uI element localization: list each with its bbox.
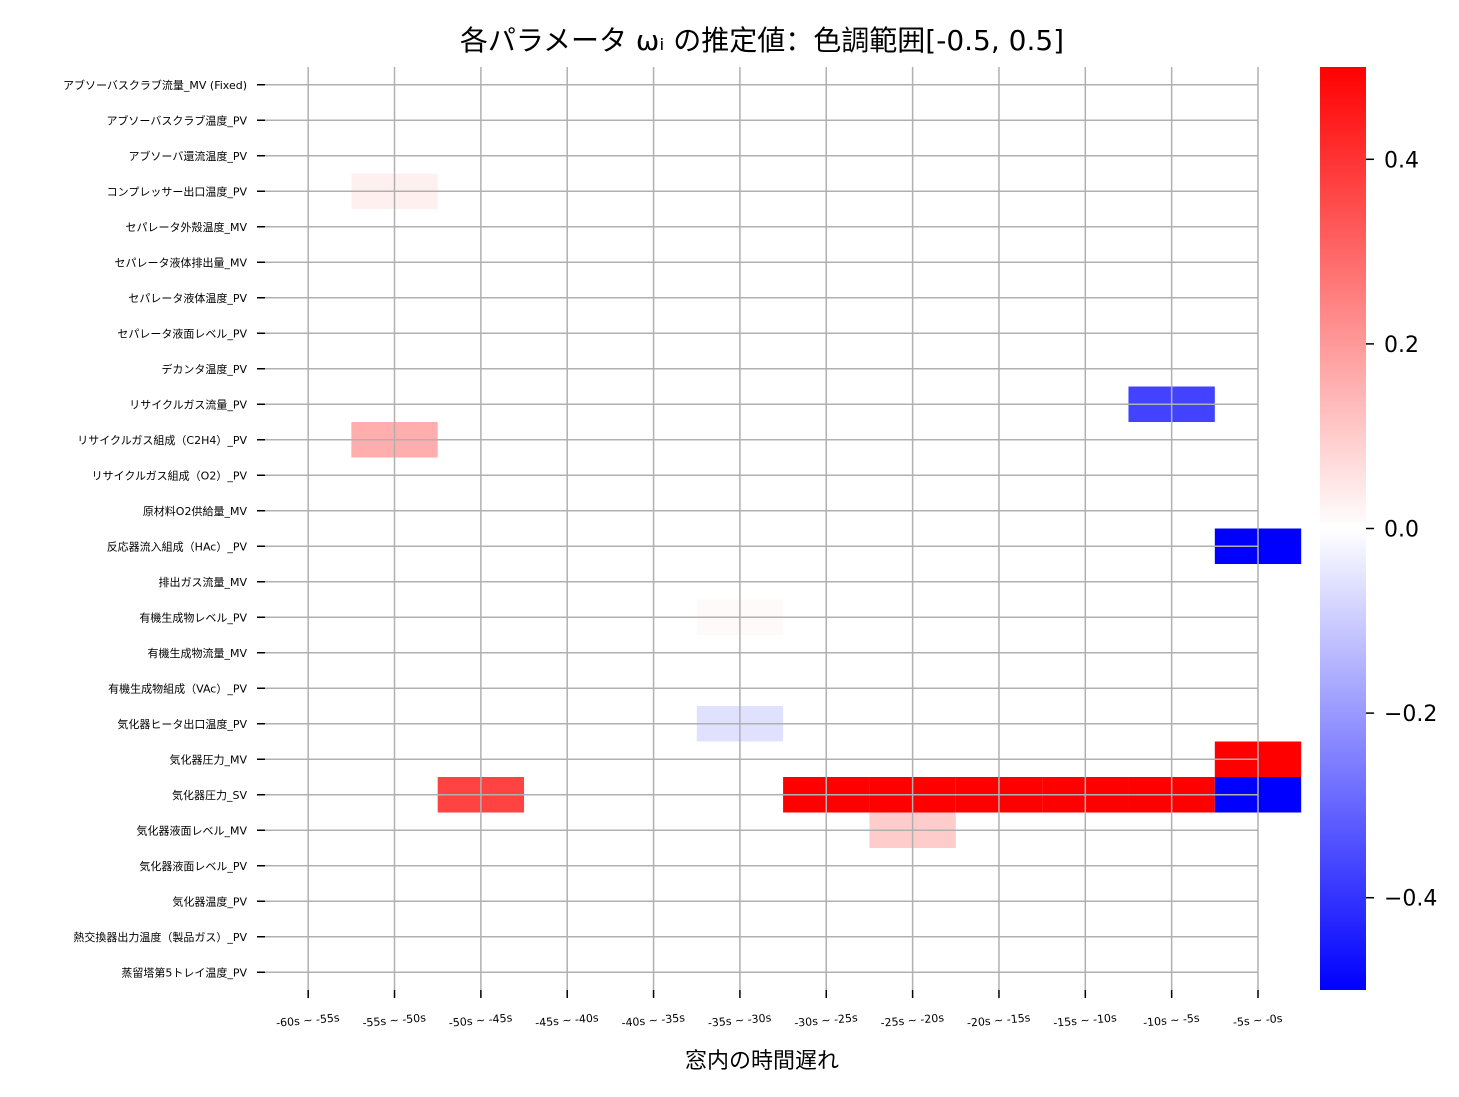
colorbar-tick-label: −0.4 bbox=[1384, 887, 1437, 912]
colorbar-tick-label: 0.4 bbox=[1384, 148, 1419, 173]
y-tick-label: 反応器流入組成（HAc）_PV bbox=[107, 539, 248, 553]
x-tick-label: -15s ~ -10s bbox=[1053, 1011, 1118, 1030]
x-tick-label: -30s ~ -25s bbox=[794, 1011, 859, 1030]
x-tick-label: -45s ~ -40s bbox=[535, 1011, 600, 1030]
x-axis-label: 窓内の時間遅れ bbox=[685, 1049, 839, 1074]
y-tick-label: 熱交換器出力温度（製品ガス）_PV bbox=[73, 930, 247, 944]
x-tick-label: -5s ~ -0s bbox=[1232, 1012, 1283, 1029]
y-tick-label: リサイクルガス組成（C2H4）_PV bbox=[77, 434, 247, 447]
y-axis: アブソーバスクラブ流量_MV (Fixed) アブソーバスクラブ温度_PV アブソー… bbox=[63, 78, 265, 979]
x-tick-label: -35s ~ -30s bbox=[707, 1011, 772, 1030]
colorbar: −0.4 −0.2 0.0 0.2 0.4 bbox=[1320, 67, 1437, 990]
y-tick-label: セパレータ液体排出量_MV bbox=[114, 255, 247, 269]
y-tick-label: 気化器温度_PV bbox=[172, 894, 247, 908]
y-tick-label: 有機生成物流量_MV bbox=[147, 646, 247, 660]
chart-title: 各パラメータ ωᵢ の推定値：色調範囲[-0.5, 0.5] bbox=[460, 24, 1064, 57]
y-tick-label: 蒸留塔第5トレイ温度_PV bbox=[121, 965, 247, 979]
y-tick-label: セパレータ液体温度_PV bbox=[128, 291, 247, 305]
y-tick-label: セパレータ外殻温度_MV bbox=[125, 220, 247, 234]
x-axis: -60s ~ -55s -55s ~ -50s -50s ~ -45s -45s ~ … bbox=[276, 990, 1283, 1030]
y-tick-label: デカンタ温度_PV bbox=[161, 362, 247, 376]
y-tick-label: リサイクルガス流量_PV bbox=[129, 397, 247, 411]
x-tick-label: -40s ~ -35s bbox=[621, 1011, 686, 1030]
y-tick-label: 気化器圧力_MV bbox=[169, 752, 247, 766]
colorbar-gradient bbox=[1320, 67, 1366, 990]
y-tick-label: 排出ガス流量_MV bbox=[158, 575, 247, 589]
colorbar-tick-label: 0.2 bbox=[1384, 333, 1419, 358]
x-tick-label: -60s ~ -55s bbox=[276, 1011, 341, 1030]
grid-lines bbox=[265, 67, 1259, 990]
colorbar-tick-label: −0.2 bbox=[1384, 702, 1437, 727]
y-tick-label: コンプレッサー出口温度_PV bbox=[107, 184, 248, 198]
x-tick-label: -25s ~ -20s bbox=[880, 1011, 945, 1030]
y-tick-label: セパレータ液面レベル_PV bbox=[117, 326, 247, 340]
x-tick-label: -50s ~ -45s bbox=[448, 1011, 513, 1030]
y-tick-label: 有機生成物レベル_PV bbox=[139, 610, 247, 624]
colorbar-tick-label: 0.0 bbox=[1384, 518, 1419, 543]
x-tick-label: -20s ~ -15s bbox=[966, 1011, 1031, 1030]
y-tick-label: 原材料O2供給量_MV bbox=[143, 504, 248, 518]
y-tick-label: 気化器液面レベル_MV bbox=[136, 823, 247, 837]
y-tick-label: 有機生成物組成（VAc）_PV bbox=[108, 681, 247, 695]
y-tick-label: アブソーバスクラブ流量_MV (Fixed) bbox=[63, 78, 247, 92]
x-tick-label: -10s ~ -5s bbox=[1143, 1012, 1201, 1030]
y-tick-label: 気化器圧力_SV bbox=[172, 788, 247, 802]
y-tick-label: 気化器ヒータ出口温度_PV bbox=[117, 717, 247, 731]
x-tick-label: -55s ~ -50s bbox=[362, 1011, 427, 1030]
y-tick-label: 気化器液面レベル_PV bbox=[139, 859, 247, 873]
y-tick-label: リサイクルガス組成（O2）_PV bbox=[92, 469, 248, 482]
y-tick-label: アブソーバ還流温度_PV bbox=[128, 149, 247, 163]
y-tick-label: アブソーバスクラブ温度_PV bbox=[106, 113, 247, 127]
